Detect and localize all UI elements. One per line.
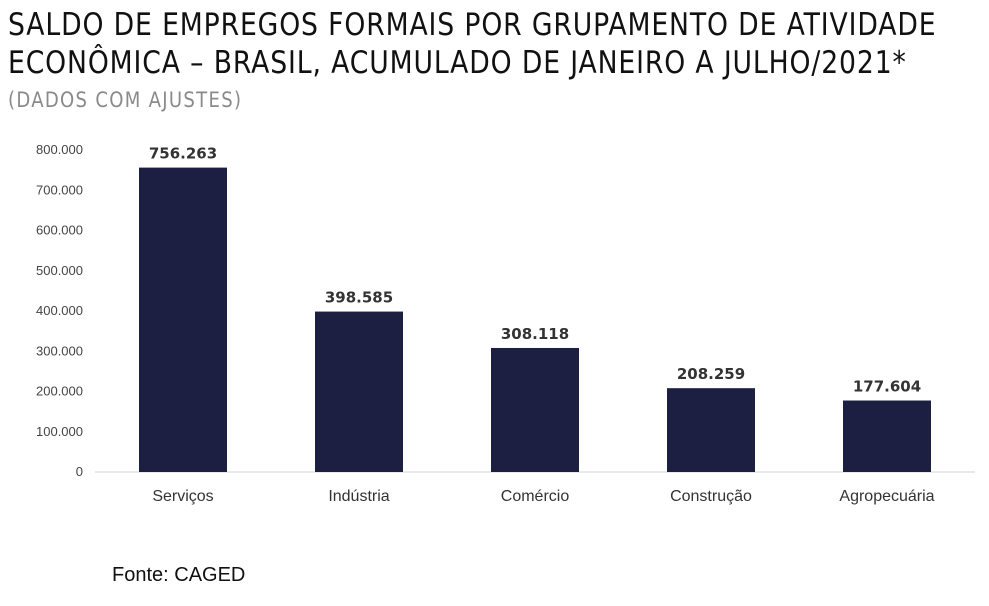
chart-subtitle: (DADOS COM AJUSTES) (8, 88, 243, 112)
source-note: Fonte: CAGED (112, 564, 246, 586)
y-tick-label: 500.000 (36, 263, 83, 278)
data-label: 398.585 (325, 289, 393, 307)
bar (667, 388, 755, 472)
y-tick-label: 200.000 (36, 384, 83, 399)
bar (491, 347, 579, 472)
chart-title-line-2: ECONÔMICA – BRASIL, ACUMULADO DE JANEIRO… (8, 45, 907, 81)
x-tick-label: Serviços (152, 488, 213, 505)
data-label: 208.259 (677, 365, 745, 383)
bar (315, 311, 403, 472)
data-label: 756.263 (149, 145, 217, 163)
x-tick-label: Indústria (328, 488, 389, 505)
data-label: 308.118 (501, 325, 569, 343)
chart-title: SALDO DE EMPREGOS FORMAIS POR GRUPAMENTO… (8, 6, 937, 82)
y-tick-label: 300.000 (36, 343, 83, 358)
x-tick-label: Construção (670, 488, 752, 505)
chart-title-line-1: SALDO DE EMPREGOS FORMAIS POR GRUPAMENTO… (8, 7, 937, 43)
x-tick-label: Comércio (501, 488, 570, 505)
y-tick-label: 700.000 (36, 182, 83, 197)
bar-chart: 0 100.000 200.000 300.000 400.000 500.000 600.… (36, 142, 975, 505)
bar (843, 400, 931, 472)
x-tick-label: Agropecuária (839, 488, 934, 505)
data-label: 177.604 (853, 378, 921, 396)
y-tick-label: 0 (76, 464, 83, 479)
y-tick-label: 400.000 (36, 303, 83, 318)
y-tick-label: 600.000 (36, 223, 83, 238)
bar (139, 167, 227, 473)
y-tick-label: 100.000 (36, 424, 83, 439)
y-tick-label: 800.000 (36, 142, 83, 157)
